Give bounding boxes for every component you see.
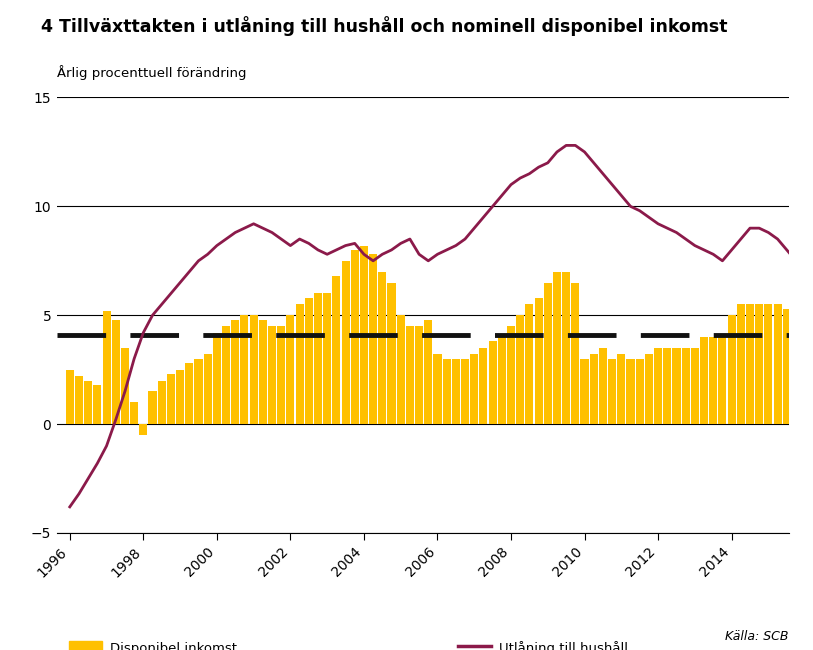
- Bar: [433, 354, 441, 424]
- Bar: [489, 341, 497, 424]
- Bar: [498, 337, 506, 424]
- Bar: [259, 320, 267, 424]
- Bar: [654, 348, 662, 424]
- Bar: [350, 250, 359, 424]
- Bar: [755, 304, 763, 424]
- Bar: [544, 283, 552, 424]
- Bar: [746, 304, 754, 424]
- Bar: [764, 304, 772, 424]
- Bar: [194, 359, 202, 424]
- Bar: [314, 293, 322, 424]
- Bar: [203, 354, 211, 424]
- Bar: [176, 370, 184, 424]
- Bar: [801, 309, 809, 424]
- Bar: [213, 333, 221, 424]
- Bar: [627, 359, 635, 424]
- Text: 4 Tillväxttakten i utlåning till hushåll och nominell disponibel inkomst: 4 Tillväxttakten i utlåning till hushåll…: [41, 16, 727, 36]
- Bar: [222, 326, 230, 424]
- Bar: [121, 348, 129, 424]
- Bar: [84, 380, 92, 424]
- Bar: [397, 315, 405, 424]
- Bar: [608, 359, 616, 424]
- Bar: [139, 424, 147, 435]
- Bar: [93, 385, 102, 424]
- Bar: [296, 304, 303, 424]
- Bar: [149, 391, 157, 424]
- Bar: [700, 337, 708, 424]
- Bar: [691, 348, 699, 424]
- Bar: [130, 402, 138, 424]
- Bar: [681, 348, 689, 424]
- Bar: [388, 283, 396, 424]
- Bar: [231, 320, 239, 424]
- Bar: [572, 283, 580, 424]
- Bar: [167, 374, 175, 424]
- Bar: [534, 298, 542, 424]
- Bar: [415, 326, 423, 424]
- Bar: [286, 315, 294, 424]
- Bar: [783, 309, 791, 424]
- Bar: [360, 246, 368, 424]
- Bar: [424, 320, 433, 424]
- Bar: [516, 315, 524, 424]
- Bar: [645, 354, 653, 424]
- Bar: [672, 348, 680, 424]
- Bar: [305, 298, 313, 424]
- Bar: [185, 363, 193, 424]
- Bar: [323, 293, 331, 424]
- Bar: [442, 359, 450, 424]
- Bar: [709, 337, 717, 424]
- Bar: [66, 370, 74, 424]
- Bar: [562, 272, 570, 424]
- Bar: [268, 326, 276, 424]
- Bar: [241, 315, 249, 424]
- Bar: [378, 272, 386, 424]
- Bar: [158, 380, 166, 424]
- Bar: [333, 276, 341, 424]
- Bar: [553, 272, 561, 424]
- Bar: [663, 348, 672, 424]
- Bar: [102, 311, 111, 424]
- Bar: [461, 359, 469, 424]
- Bar: [599, 348, 607, 424]
- Bar: [525, 304, 533, 424]
- Bar: [470, 354, 478, 424]
- Bar: [250, 315, 258, 424]
- Bar: [636, 359, 644, 424]
- Bar: [75, 376, 83, 424]
- Bar: [728, 315, 736, 424]
- Bar: [792, 304, 800, 424]
- Bar: [737, 304, 745, 424]
- Bar: [406, 326, 414, 424]
- Bar: [617, 354, 625, 424]
- Bar: [589, 354, 598, 424]
- Bar: [341, 261, 350, 424]
- Bar: [811, 309, 813, 424]
- Text: Källa: SCB: Källa: SCB: [725, 630, 789, 644]
- Bar: [507, 326, 515, 424]
- Legend: Disponibel inkomst, Disponibel inkomst, medel 1996 kv. 1 – 2014 kv. 3, Utlåning : Disponibel inkomst, Disponibel inkomst, …: [63, 636, 633, 650]
- Bar: [369, 254, 377, 424]
- Bar: [480, 348, 488, 424]
- Bar: [277, 326, 285, 424]
- Bar: [719, 337, 727, 424]
- Bar: [452, 359, 460, 424]
- Bar: [580, 359, 589, 424]
- Bar: [773, 304, 781, 424]
- Text: Årlig procenttuell förändring: Årlig procenttuell förändring: [57, 65, 246, 80]
- Bar: [111, 320, 120, 424]
